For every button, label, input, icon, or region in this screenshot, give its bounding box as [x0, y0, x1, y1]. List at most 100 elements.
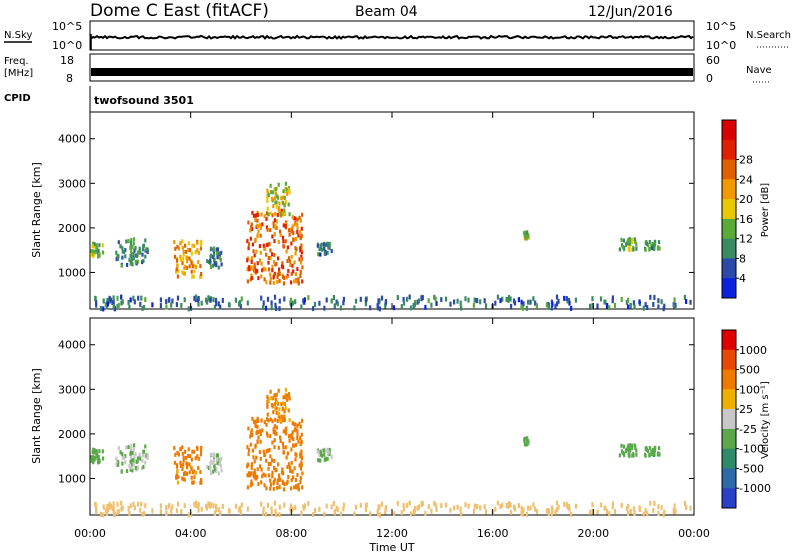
colorbar-segment — [722, 468, 736, 489]
power-cell — [255, 213, 258, 218]
power-cell — [272, 275, 275, 280]
velocity-cell — [275, 410, 278, 415]
date-title: 12/Jun/2016 — [588, 4, 673, 20]
velocity-cell — [272, 481, 275, 486]
velocity-cell — [565, 502, 568, 508]
velocity-cell — [287, 434, 291, 439]
power-cell — [283, 203, 286, 208]
velocity-cell — [251, 448, 254, 453]
power-cell — [175, 258, 179, 263]
power-cell — [239, 304, 242, 309]
power-cell — [220, 262, 223, 267]
power-cell — [300, 250, 304, 255]
velocity-cell — [291, 469, 294, 474]
velocity-cell — [165, 505, 168, 511]
power-cell — [134, 246, 137, 251]
velocity-cell — [176, 450, 179, 455]
velocity-cell — [146, 456, 149, 460]
power-cell — [527, 299, 530, 305]
power-cell — [288, 259, 291, 264]
power-cell — [300, 226, 303, 231]
power-cell — [550, 305, 553, 311]
power-cell — [287, 268, 290, 273]
power-cell — [554, 303, 557, 309]
velocity-cell — [126, 469, 129, 473]
power-cell — [525, 305, 528, 311]
freq-bottom-tick: 8 — [66, 72, 73, 85]
nsky-trace — [90, 34, 694, 50]
power-cell — [281, 235, 285, 240]
velocity-cell — [327, 450, 330, 455]
velocity-cell — [159, 503, 162, 509]
power-cell — [159, 297, 162, 303]
power-cell — [299, 270, 302, 275]
velocity-cell — [649, 500, 652, 506]
velocity-cell — [683, 500, 686, 506]
velocity-cell — [170, 508, 173, 514]
power-cell — [112, 304, 115, 310]
velocity-cell — [273, 500, 277, 506]
power-cell — [434, 296, 437, 302]
power-cell — [259, 226, 262, 231]
velocity-cell — [121, 455, 124, 460]
nsky-strip — [89, 20, 695, 51]
velocity-cell — [263, 420, 266, 425]
velocity-cell — [270, 511, 273, 517]
power-cell — [662, 306, 665, 312]
velocity-cell — [294, 505, 297, 511]
velocity-cell — [625, 506, 628, 511]
velocity-cell — [97, 460, 100, 465]
velocity-cell — [284, 427, 287, 432]
velocity-cell — [254, 443, 257, 448]
power-cell — [496, 294, 499, 300]
power-cell — [273, 196, 276, 201]
velocity-cell — [651, 452, 654, 457]
velocity-cell — [520, 510, 523, 516]
power-cell — [250, 222, 253, 227]
power-cell — [252, 265, 255, 270]
power-cell — [273, 294, 277, 300]
velocity-cell — [517, 503, 520, 509]
power-cell — [278, 306, 281, 312]
power-cell — [115, 250, 118, 255]
power-cell — [273, 232, 276, 237]
velocity-cell — [213, 453, 216, 458]
velocity-cell — [133, 454, 136, 459]
power-cell — [117, 240, 120, 245]
power-cell — [494, 300, 497, 306]
power-cell — [271, 213, 274, 218]
power-colorbar-tick: 20 — [739, 193, 753, 206]
power-cell — [284, 181, 287, 186]
velocity-cell — [131, 468, 134, 473]
velocity-cell — [265, 486, 268, 491]
power-cell — [257, 224, 260, 229]
power-cell — [460, 305, 463, 311]
power-cell — [294, 236, 297, 241]
power-cell — [93, 242, 96, 247]
velocity-cell — [652, 449, 655, 454]
velocity-cell — [105, 510, 109, 516]
power-cell — [319, 252, 322, 257]
x-tick-label: 00:00 — [74, 527, 106, 540]
velocity-cell — [605, 509, 609, 514]
velocity-cell — [219, 463, 222, 468]
colorbar-segment — [722, 389, 736, 410]
power-cell — [120, 300, 123, 306]
velocity-cell — [496, 500, 499, 506]
velocity-cell — [273, 424, 276, 429]
power-cell — [146, 250, 149, 254]
power-cell — [526, 233, 529, 238]
velocity-cell — [278, 512, 281, 518]
velocity-cell — [274, 508, 277, 514]
velocity-cell — [283, 502, 286, 508]
velocity-cell — [297, 483, 300, 488]
power-cell — [270, 305, 273, 311]
velocity-cell — [127, 445, 130, 450]
velocity-cell — [95, 508, 98, 514]
power-cell — [261, 222, 264, 227]
power-cell — [206, 259, 209, 264]
power-cell — [266, 193, 269, 198]
velocity-cell — [179, 447, 182, 452]
velocity-cell — [330, 455, 333, 460]
velocity-cell — [274, 406, 277, 411]
